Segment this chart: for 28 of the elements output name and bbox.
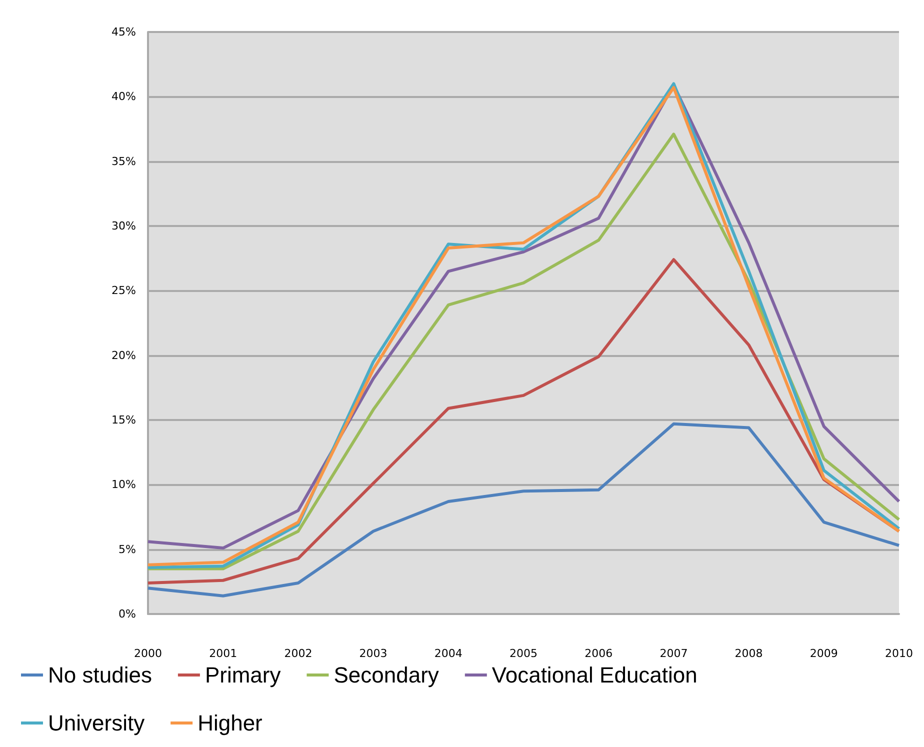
y-tick-label: 15% <box>112 414 136 426</box>
y-tick-label: 40% <box>112 90 136 104</box>
legend-label: Higher <box>198 710 262 736</box>
x-tick-label: 2002 <box>284 647 312 660</box>
legend-label: Primary <box>204 662 281 688</box>
legend-label: Vocational Education <box>492 662 698 688</box>
y-tick-label: 30% <box>112 220 136 232</box>
y-tick-label: 45% <box>112 26 136 38</box>
line-series <box>146 422 901 598</box>
legend-label: Secondary <box>334 662 439 688</box>
x-tick-label: 2000 <box>134 647 162 660</box>
x-tick-label: 2006 <box>584 647 613 660</box>
y-tick-label: 5% <box>118 542 136 556</box>
x-tick-label: 2005 <box>510 647 538 660</box>
x-tick-label: 2007 <box>660 647 688 660</box>
y-tick-label: 35% <box>112 154 136 168</box>
x-tick-label: 2003 <box>359 647 388 660</box>
y-tick-label: 20% <box>112 348 136 362</box>
y-tick-label: 0% <box>118 608 136 620</box>
legend-label: No studies <box>48 662 152 688</box>
y-tick-label: 25% <box>112 284 136 298</box>
x-tick-label: 2009 <box>810 647 838 660</box>
x-tick-label: 2008 <box>734 647 763 660</box>
x-tick-label: 2004 <box>434 647 462 660</box>
y-tick-label: 10% <box>112 478 136 492</box>
x-tick-label: 2001 <box>209 647 238 660</box>
legend-label: University <box>48 710 145 736</box>
x-tick-label: 2010 <box>885 647 914 660</box>
